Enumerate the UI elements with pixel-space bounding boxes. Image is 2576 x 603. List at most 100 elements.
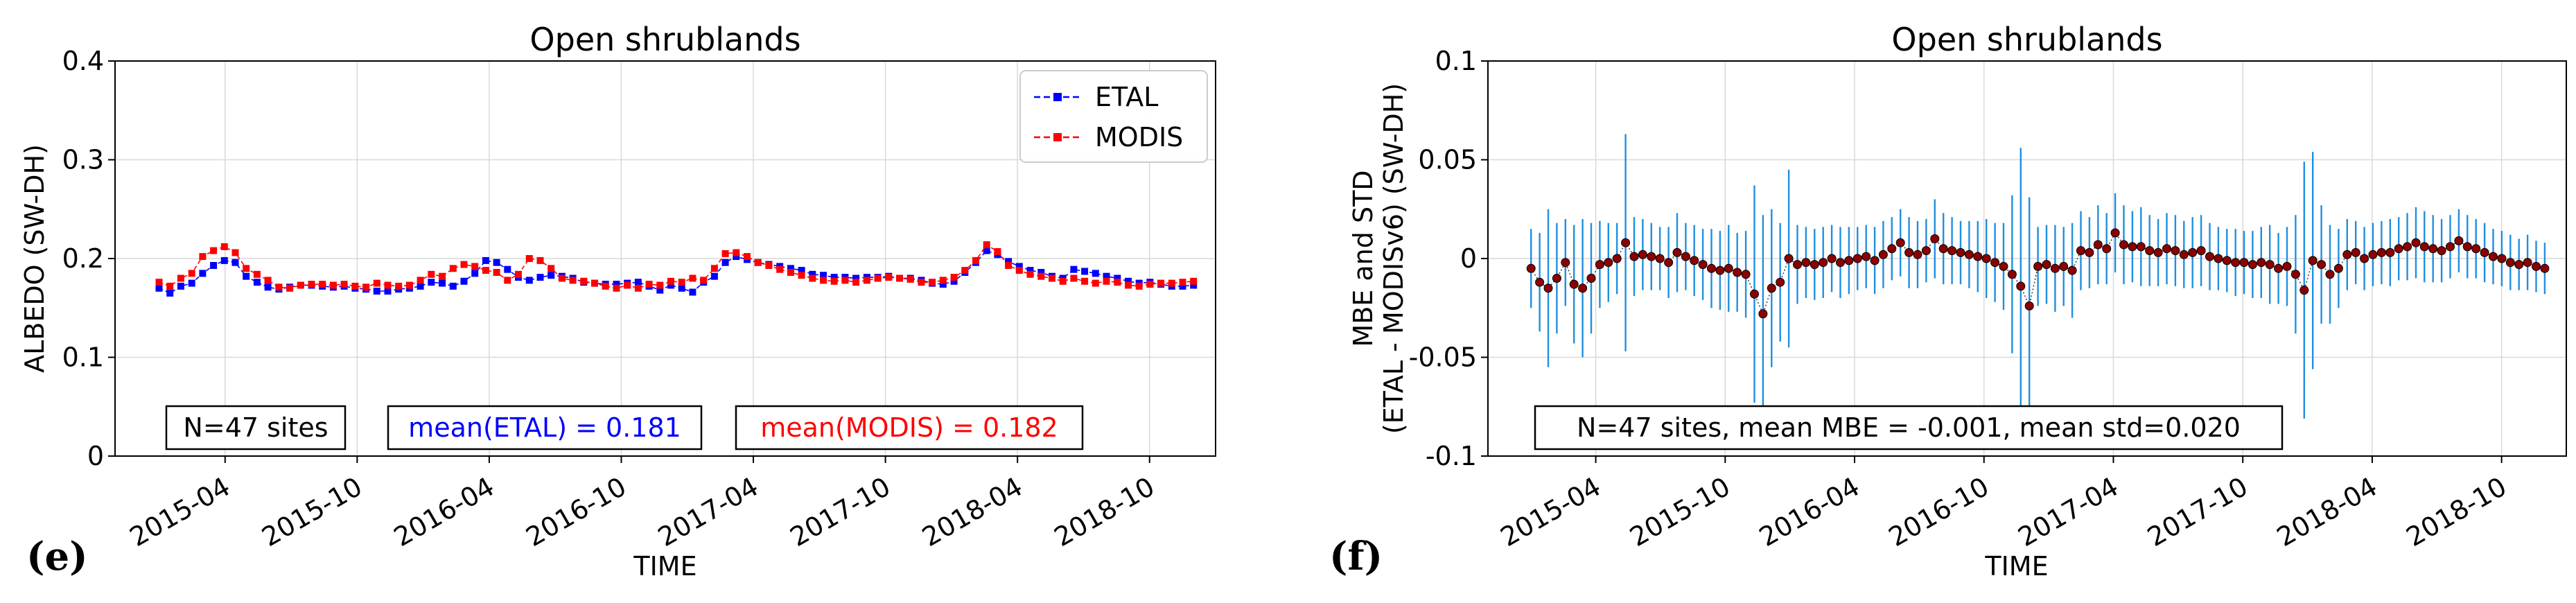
e-modis-point: [264, 277, 272, 284]
e-xtick-label: 2016-04: [389, 471, 500, 552]
e-etal-point: [656, 286, 664, 294]
e-etal-point: [667, 281, 674, 289]
e-modis-point: [515, 270, 522, 278]
e-annotation-etal-text: mean(ETAL) = 0.181: [408, 412, 681, 443]
e-xtick-label: 2017-04: [653, 471, 764, 552]
panel-e: Open shrublands ALBEDO (SW-DH) TIME (e) …: [19, 21, 1216, 582]
f-mbe-point: [2136, 242, 2146, 252]
e-modis-point: [329, 281, 337, 289]
e-modis-point: [710, 265, 718, 272]
e-etal-point: [710, 272, 718, 280]
f-mbe-point: [1750, 289, 1759, 299]
e-legend: ETAL MODIS: [1019, 70, 1208, 163]
f-mbe-point: [1776, 277, 1785, 287]
e-modis-point: [874, 274, 882, 282]
e-modis-point: [1157, 279, 1165, 287]
f-mbe-point: [2317, 260, 2327, 270]
e-modis-point: [700, 277, 708, 284]
f-annotation-text: N=47 sites, mean MBE = -0.001, mean std=…: [1577, 412, 2241, 443]
e-modis-point: [547, 265, 555, 272]
e-modis-point: [308, 281, 315, 288]
e-xtick-label: 2018-10: [1049, 471, 1160, 552]
e-modis-point: [721, 250, 729, 257]
e-xlabel: TIME: [633, 551, 696, 582]
f-mbe-point: [2007, 270, 2017, 279]
e-modis-point: [1092, 279, 1099, 287]
f-title: Open shrublands: [1891, 21, 2162, 58]
f-mbe-point: [1956, 247, 1965, 257]
f-mbe-point: [2514, 260, 2524, 270]
e-etal-point: [1092, 270, 1099, 277]
e-etal-point: [253, 279, 261, 286]
f-mbe-point: [1655, 254, 1665, 263]
f-ylabel-line1: MBE and STD: [1348, 170, 1378, 347]
f-mbe-point: [1561, 258, 1570, 268]
f-series-layer: [1526, 134, 2550, 425]
f-mbe-point: [2368, 250, 2378, 259]
f-mbe-point: [1526, 263, 1536, 273]
e-modis-point: [634, 284, 642, 292]
f-mbe-point: [2085, 247, 2094, 257]
f-mbe-point: [2171, 246, 2180, 256]
e-modis-point: [1135, 282, 1143, 290]
e-etal-point: [1125, 277, 1132, 285]
e-etal-point: [449, 282, 457, 290]
f-mbe-point: [2489, 252, 2498, 261]
e-etal-point: [689, 288, 696, 296]
e-modis-point: [820, 277, 827, 284]
f-mbe-point: [1844, 256, 1854, 265]
f-mbe-point: [1664, 258, 1674, 268]
f-mbe-point: [1569, 279, 1579, 289]
f-xtick-label: 2017-10: [2142, 471, 2253, 552]
e-etal-point: [830, 274, 838, 281]
f-mbe-point: [2411, 238, 2421, 247]
f-mbe-point: [2540, 263, 2550, 273]
f-mbe-point: [2523, 258, 2532, 268]
f-mbe-point: [2119, 240, 2128, 250]
e-modis-point: [297, 281, 304, 289]
e-modis-point: [405, 281, 413, 289]
e-etal-point: [471, 270, 479, 277]
e-etal-point: [547, 272, 555, 279]
f-mbe-point: [2282, 261, 2292, 271]
f-mbe-point: [2033, 261, 2043, 271]
f-mbe-point: [1973, 252, 1983, 261]
e-modis-point: [177, 274, 184, 282]
f-panel-label: (f): [1329, 534, 1383, 579]
e-ytick-label: 0.2: [62, 243, 104, 274]
e-etal-point: [525, 277, 533, 284]
e-modis-point: [286, 284, 294, 292]
e-etal-point: [852, 274, 860, 282]
f-mbe-point: [1861, 252, 1871, 261]
e-legend-box: [1019, 70, 1208, 163]
e-modis-point: [939, 277, 947, 284]
f-mbe-point: [2196, 246, 2206, 256]
e-modis-point: [645, 281, 653, 288]
e-modis-point: [243, 265, 250, 272]
e-etal-point: [733, 253, 740, 261]
e-modis-point: [1114, 279, 1121, 286]
e-x-ticks: 2015-04 2015-10 2016-04 2016-10 2017-04 2017-…: [125, 456, 1159, 552]
f-mbe-point: [2394, 244, 2403, 254]
e-annotation-n: N=47 sites: [165, 405, 347, 451]
e-modis-point: [319, 281, 326, 288]
e-modis-point: [972, 256, 979, 264]
f-mbe-point: [1938, 244, 1948, 254]
e-modis-point: [580, 277, 588, 285]
e-modis-point: [231, 249, 239, 256]
f-mbe-point: [1999, 261, 2008, 271]
e-etal-point: [634, 279, 642, 286]
f-mbe-point: [1647, 252, 1656, 261]
f-mbe-point: [2179, 250, 2189, 259]
e-etal-point: [983, 247, 990, 254]
f-mbe-point: [2162, 244, 2171, 254]
f-mbe-point: [2428, 244, 2438, 254]
e-etal-point: [220, 256, 228, 264]
f-ytick-label: 0: [1460, 243, 1477, 274]
f-mbe-point: [1733, 268, 1742, 277]
e-modis-point: [188, 270, 195, 277]
e-modis-point: [1005, 262, 1013, 269]
f-mbe-point: [1767, 283, 1776, 293]
e-etal-point: [1114, 274, 1121, 282]
f-mbe-point: [1870, 256, 1880, 265]
